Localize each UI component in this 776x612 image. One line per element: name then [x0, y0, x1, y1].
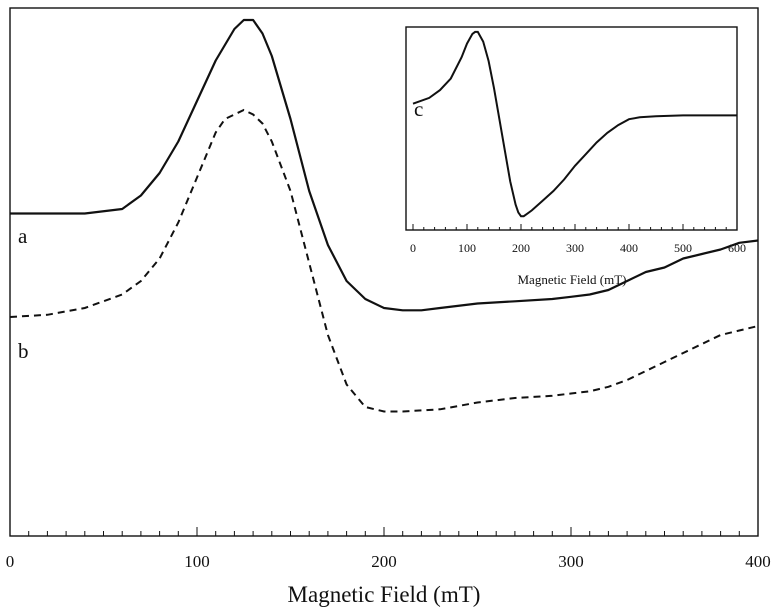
inset-x-tick-label: 400: [620, 241, 638, 255]
inset-x-tick-label: 100: [458, 241, 476, 255]
series-c-line: [412, 30, 737, 218]
x-tick-label: 100: [184, 552, 210, 571]
inset-x-tick-label: 600: [728, 241, 746, 255]
series-label-b: b: [18, 339, 29, 363]
inset-x-tick-label: 500: [674, 241, 692, 255]
main-x-axis-title: Magnetic Field (mT): [288, 582, 481, 607]
x-tick-label: 300: [558, 552, 584, 571]
x-tick-label: 200: [371, 552, 397, 571]
series-label-a: a: [18, 224, 28, 248]
series-a-line: [10, 18, 759, 312]
x-tick-label: 400: [745, 552, 771, 571]
inset-x-axis: 0 100 200 300 400 500 600: [410, 224, 746, 255]
inset-plot-series: [412, 30, 737, 218]
series-label-c: c: [414, 97, 423, 121]
inset-x-tick-label: 300: [566, 241, 584, 255]
inset-x-tick-label: 200: [512, 241, 530, 255]
main-x-axis: 0 100 200 300 400: [6, 527, 771, 571]
inset-x-axis-title: Magnetic Field (mT): [517, 272, 626, 287]
series-b-line: [9, 108, 759, 413]
inset-x-tick-label: 0: [410, 241, 416, 255]
inset-plot-frame: [405, 26, 738, 231]
x-tick-label: 0: [6, 552, 15, 571]
main-plot-series: [9, 18, 759, 413]
